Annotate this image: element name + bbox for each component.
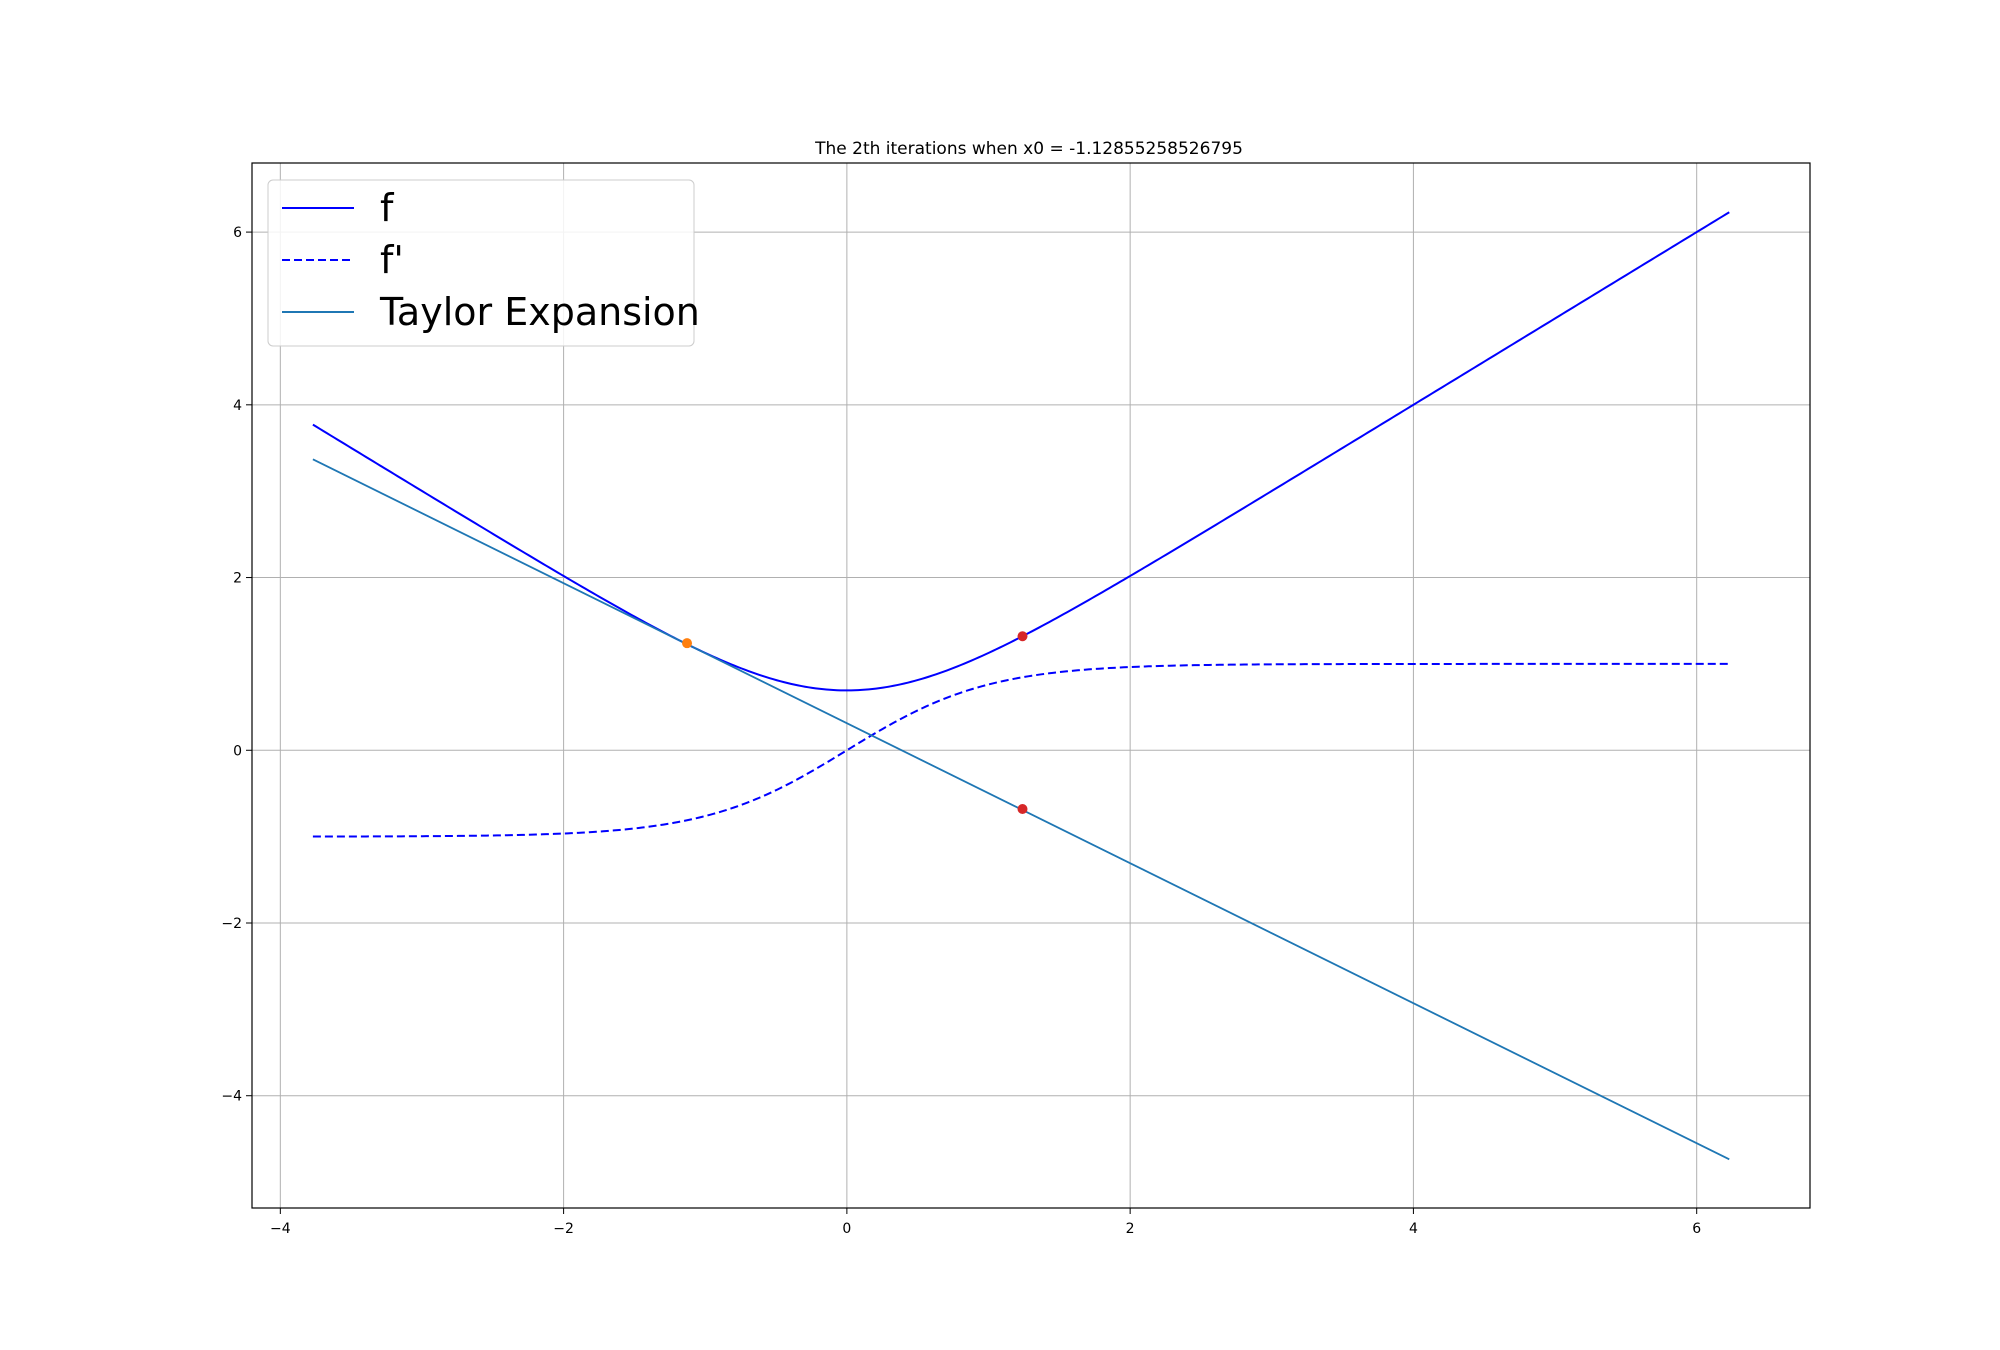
series-line-1: [312, 662, 1730, 838]
y-tick-label: 0: [233, 743, 242, 759]
x-tick-label: 0: [842, 1221, 851, 1237]
y-tick-label: 2: [233, 571, 242, 587]
legend: f f' Taylor Expansion: [267, 179, 700, 347]
y-tick-label: −4: [221, 1089, 242, 1105]
data-point: [1017, 804, 1028, 814]
points-layer: [682, 631, 1028, 814]
y-tick-label: 4: [233, 398, 242, 414]
axis-ticks: −4 −2 0 2 4 6 −4 −2 0 2 4 6: [221, 225, 1701, 1237]
x-tick-label: 4: [1409, 1221, 1418, 1237]
legend-label-0: f: [380, 186, 395, 230]
y-tick-label: 6: [233, 225, 242, 241]
x-tick-label: −4: [270, 1221, 291, 1237]
legend-box: [267, 179, 695, 347]
legend-label-2: Taylor Expansion: [379, 290, 700, 334]
legend-label-1: f': [380, 238, 404, 282]
grid: [252, 163, 1810, 1208]
x-tick-label: −2: [553, 1221, 574, 1237]
data-point: [1017, 631, 1028, 642]
x-tick-label: 2: [1126, 1221, 1135, 1237]
chart-title: The 2th iterations when x0 = -1.12855258…: [814, 139, 1243, 159]
y-tick-label: −2: [221, 916, 242, 932]
plot-frame: [251, 162, 1811, 1209]
x-tick-label: 6: [1692, 1221, 1701, 1237]
data-point: [682, 638, 693, 649]
